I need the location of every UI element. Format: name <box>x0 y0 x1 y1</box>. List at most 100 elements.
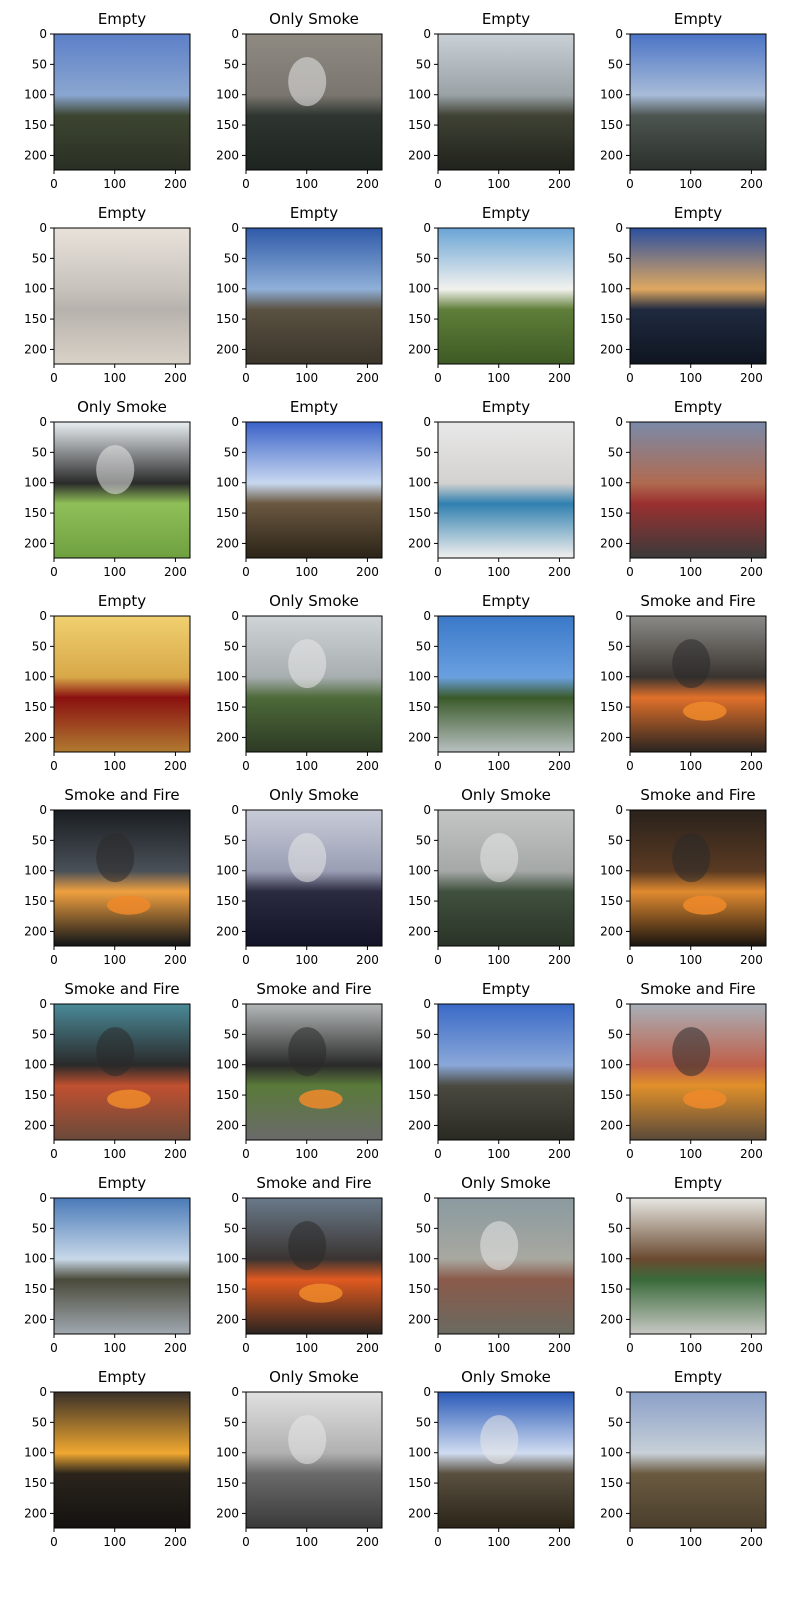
panel-axes: 0 100 200 0 50 100 150 200 <box>216 609 383 773</box>
y-tick-label: 150 <box>600 118 623 132</box>
y-tick-label: 200 <box>24 148 47 162</box>
panel-frame <box>437 1391 575 1529</box>
panel-frame <box>629 33 767 171</box>
x-tick-label: 200 <box>164 371 187 385</box>
y-tick-label: 0 <box>39 803 47 817</box>
x-tick-label: 0 <box>626 953 634 967</box>
x-tick-label: 100 <box>679 1535 702 1549</box>
y-tick-label: 50 <box>224 57 239 71</box>
x-tick-label: 0 <box>242 371 250 385</box>
x-tick-label: 100 <box>487 759 510 773</box>
panel-axes: 0 100 200 0 50 100 150 200 <box>600 803 767 967</box>
y-tick-label: 0 <box>423 803 431 817</box>
panel-frame <box>53 1003 191 1141</box>
y-tick-label: 0 <box>231 803 239 817</box>
y-tick-label: 150 <box>600 1282 623 1296</box>
y-tick-label: 0 <box>39 1191 47 1205</box>
y-tick-label: 50 <box>224 639 239 653</box>
panel-frame <box>629 809 767 947</box>
y-tick-label: 150 <box>24 700 47 714</box>
x-tick-label: 0 <box>434 953 442 967</box>
x-tick-label: 100 <box>103 371 126 385</box>
y-tick-label: 200 <box>24 924 47 938</box>
panel-axes: 0 100 200 0 50 100 150 200 <box>216 997 383 1161</box>
y-tick-label: 50 <box>32 445 47 459</box>
y-tick-label: 200 <box>24 1506 47 1520</box>
y-tick-label: 50 <box>416 1221 431 1235</box>
panel-axes: 0 100 200 0 50 100 150 200 <box>600 1191 767 1355</box>
panel-axes: 0 100 200 0 50 100 150 200 <box>216 1385 383 1549</box>
y-tick-label: 0 <box>615 997 623 1011</box>
y-tick-label: 50 <box>32 251 47 265</box>
x-tick-label: 0 <box>242 1341 250 1355</box>
smoke-mark <box>480 1221 519 1271</box>
x-tick-label: 100 <box>103 1535 126 1549</box>
x-tick-label: 100 <box>103 759 126 773</box>
y-tick-label: 150 <box>408 312 431 326</box>
x-tick-label: 0 <box>434 759 442 773</box>
panel-axes: 0 100 200 0 50 100 150 200 <box>216 1191 383 1355</box>
x-tick-label: 0 <box>434 371 442 385</box>
panel-axes: 0 100 200 0 50 100 150 200 <box>24 1191 191 1355</box>
x-tick-label: 0 <box>434 1535 442 1549</box>
y-tick-label: 150 <box>24 1282 47 1296</box>
panel-title: Smoke and Fire <box>64 786 180 804</box>
y-tick-label: 50 <box>608 1027 623 1041</box>
panel-axes: 0 100 200 0 50 100 150 200 <box>216 415 383 579</box>
panel-frame <box>629 1197 767 1335</box>
x-tick-label: 200 <box>356 177 379 191</box>
panel-axes: 0 100 200 0 50 100 150 200 <box>24 997 191 1161</box>
smoke-mark <box>672 833 711 883</box>
y-tick-label: 150 <box>408 700 431 714</box>
y-tick-label: 150 <box>216 118 239 132</box>
panel-frame <box>629 1391 767 1529</box>
panel-frame <box>629 421 767 559</box>
x-tick-label: 100 <box>679 565 702 579</box>
panel-image <box>630 34 766 170</box>
x-tick-label: 100 <box>679 953 702 967</box>
y-tick-label: 50 <box>608 445 623 459</box>
fire-mark <box>107 895 151 915</box>
x-tick-label: 0 <box>50 953 58 967</box>
smoke-mark <box>288 639 327 689</box>
y-tick-label: 0 <box>39 221 47 235</box>
x-tick-label: 100 <box>295 565 318 579</box>
y-tick-label: 100 <box>24 1446 47 1460</box>
panel-title: Empty <box>673 204 723 222</box>
x-tick-label: 0 <box>434 177 442 191</box>
y-tick-label: 150 <box>408 1476 431 1490</box>
fire-mark <box>683 895 727 915</box>
x-tick-label: 0 <box>50 1147 58 1161</box>
panel-image <box>438 422 574 558</box>
y-tick-label: 0 <box>615 415 623 429</box>
x-tick-label: 200 <box>164 1341 187 1355</box>
smoke-mark <box>288 1221 327 1271</box>
y-tick-label: 50 <box>608 1415 623 1429</box>
x-tick-label: 0 <box>50 177 58 191</box>
x-tick-label: 0 <box>626 1147 634 1161</box>
y-tick-label: 100 <box>216 864 239 878</box>
y-tick-label: 0 <box>231 997 239 1011</box>
x-tick-label: 200 <box>164 177 187 191</box>
x-tick-label: 100 <box>487 371 510 385</box>
fire-mark <box>299 1089 343 1109</box>
panel-axes: 0 100 200 0 50 100 150 200 <box>408 27 575 191</box>
y-tick-label: 200 <box>408 924 431 938</box>
y-tick-label: 0 <box>423 221 431 235</box>
y-tick-label: 150 <box>216 506 239 520</box>
y-tick-label: 100 <box>24 1058 47 1072</box>
y-tick-label: 0 <box>231 609 239 623</box>
panel-title: Empty <box>289 204 339 222</box>
y-tick-label: 150 <box>600 1476 623 1490</box>
y-tick-label: 100 <box>24 282 47 296</box>
panel-image <box>438 34 574 170</box>
y-tick-label: 150 <box>216 312 239 326</box>
panel-frame <box>245 227 383 365</box>
y-tick-label: 100 <box>24 88 47 102</box>
panel-axes: 0 100 200 0 50 100 150 200 <box>600 997 767 1161</box>
y-tick-label: 100 <box>408 282 431 296</box>
x-tick-label: 0 <box>626 759 634 773</box>
y-tick-label: 150 <box>408 118 431 132</box>
smoke-mark <box>288 833 327 883</box>
smoke-mark <box>672 1027 711 1077</box>
